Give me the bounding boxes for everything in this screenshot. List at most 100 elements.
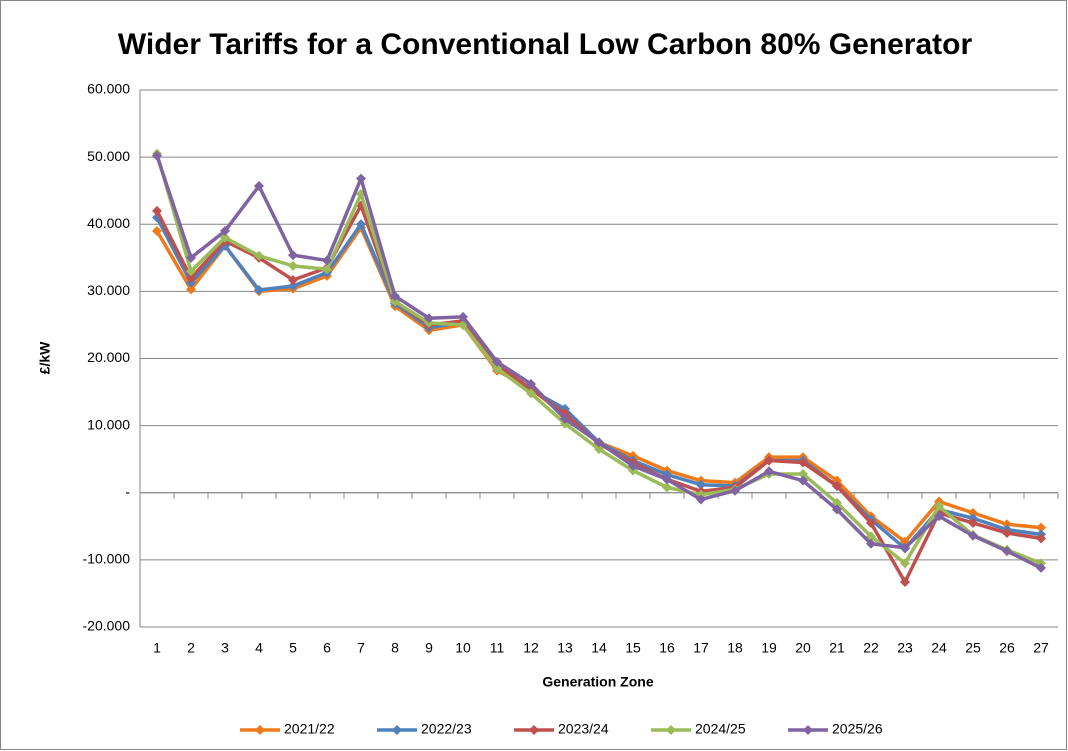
data-point <box>390 291 400 302</box>
data-point <box>152 150 162 161</box>
chart-title: Wider Tariffs for a Conventional Low Car… <box>118 28 973 61</box>
x-tick-label: 17 <box>693 640 709 656</box>
data-point <box>662 474 672 485</box>
data-point <box>220 225 230 236</box>
data-point <box>492 363 502 374</box>
x-tick-label: 15 <box>625 640 641 656</box>
data-point <box>288 260 298 271</box>
x-tick-label: 11 <box>490 640 505 656</box>
data-point <box>900 577 910 588</box>
data-point <box>1002 528 1012 539</box>
x-axis-label: Generation Zone <box>542 674 653 690</box>
data-point <box>696 494 706 505</box>
y-tick-label: 50.000 <box>87 148 130 164</box>
data-point <box>866 538 876 549</box>
x-tick-label: 23 <box>897 640 913 656</box>
data-point <box>1036 533 1046 544</box>
data-point <box>186 284 196 295</box>
data-point <box>254 285 264 296</box>
x-tick-label: 22 <box>863 640 879 656</box>
data-point <box>900 558 910 569</box>
y-tick-label: 40.000 <box>87 215 130 231</box>
legend-label: 2023/24 <box>558 721 609 737</box>
data-point <box>356 173 366 184</box>
x-tick-label: 8 <box>391 640 399 656</box>
data-point <box>934 511 944 522</box>
data-point <box>186 266 196 277</box>
data-point <box>594 437 604 448</box>
legend-marker <box>255 725 265 735</box>
data-point <box>764 466 774 477</box>
legend-marker <box>392 725 402 735</box>
x-tick-label: 9 <box>425 640 433 656</box>
y-axis-label: £/kW <box>37 341 53 374</box>
data-point <box>424 313 434 324</box>
data-point <box>526 388 536 399</box>
data-point <box>152 205 162 216</box>
x-tick-label: 3 <box>221 640 229 656</box>
x-tick-label: 1 <box>153 640 161 656</box>
data-point <box>458 311 468 322</box>
data-point <box>934 501 944 512</box>
data-point <box>1036 522 1046 533</box>
data-point <box>492 356 502 367</box>
data-point <box>322 255 332 266</box>
data-point <box>696 479 706 490</box>
legend-marker <box>666 725 676 735</box>
y-tick-label: -20.000 <box>83 618 131 634</box>
data-point <box>152 225 162 236</box>
x-tick-label: 21 <box>829 640 845 656</box>
x-tick-label: 12 <box>523 640 539 656</box>
data-point <box>1002 546 1012 557</box>
legend-label: 2022/23 <box>421 721 472 737</box>
data-point <box>254 180 264 191</box>
data-point <box>968 507 978 518</box>
legend-marker <box>803 725 813 735</box>
y-tick-label: 30.000 <box>87 282 130 298</box>
y-tick-label: -10.000 <box>83 551 131 567</box>
x-tick-label: 4 <box>255 640 263 656</box>
x-tick-label: 6 <box>323 640 331 656</box>
x-tick-label: 18 <box>727 640 743 656</box>
data-point <box>900 542 910 553</box>
y-tick-label: 20.000 <box>87 349 130 365</box>
data-point <box>628 460 638 471</box>
x-tick-label: 13 <box>557 640 573 656</box>
legend-label: 2021/22 <box>284 721 335 737</box>
data-point <box>186 272 196 283</box>
y-tick-label: 10.000 <box>87 416 130 432</box>
x-tick-label: 5 <box>289 640 297 656</box>
data-point <box>832 481 842 492</box>
data-point <box>288 274 298 285</box>
x-tick-label: 25 <box>965 640 981 656</box>
data-point <box>866 517 876 528</box>
data-point <box>832 504 842 515</box>
data-point <box>322 264 332 275</box>
x-tick-label: 7 <box>357 640 365 656</box>
y-tick-label: - <box>125 483 130 499</box>
data-point <box>968 530 978 541</box>
legend-label: 2024/25 <box>695 721 746 737</box>
data-point <box>730 485 740 496</box>
data-point <box>288 281 298 292</box>
data-point <box>662 482 672 493</box>
data-point <box>764 455 774 466</box>
y-tick-label: 60.000 <box>87 81 130 97</box>
data-point <box>254 250 264 261</box>
data-point <box>798 475 808 486</box>
legend-label: 2025/26 <box>832 721 883 737</box>
data-point <box>968 517 978 528</box>
data-point <box>560 413 570 424</box>
data-point <box>526 379 536 390</box>
x-tick-label: 14 <box>591 640 607 656</box>
x-tick-label: 20 <box>795 640 811 656</box>
data-point <box>288 250 298 261</box>
x-tick-label: 10 <box>455 640 471 656</box>
data-point <box>798 468 808 479</box>
data-point <box>186 252 196 263</box>
x-tick-label: 2 <box>187 640 195 656</box>
x-tick-label: 26 <box>999 640 1015 656</box>
